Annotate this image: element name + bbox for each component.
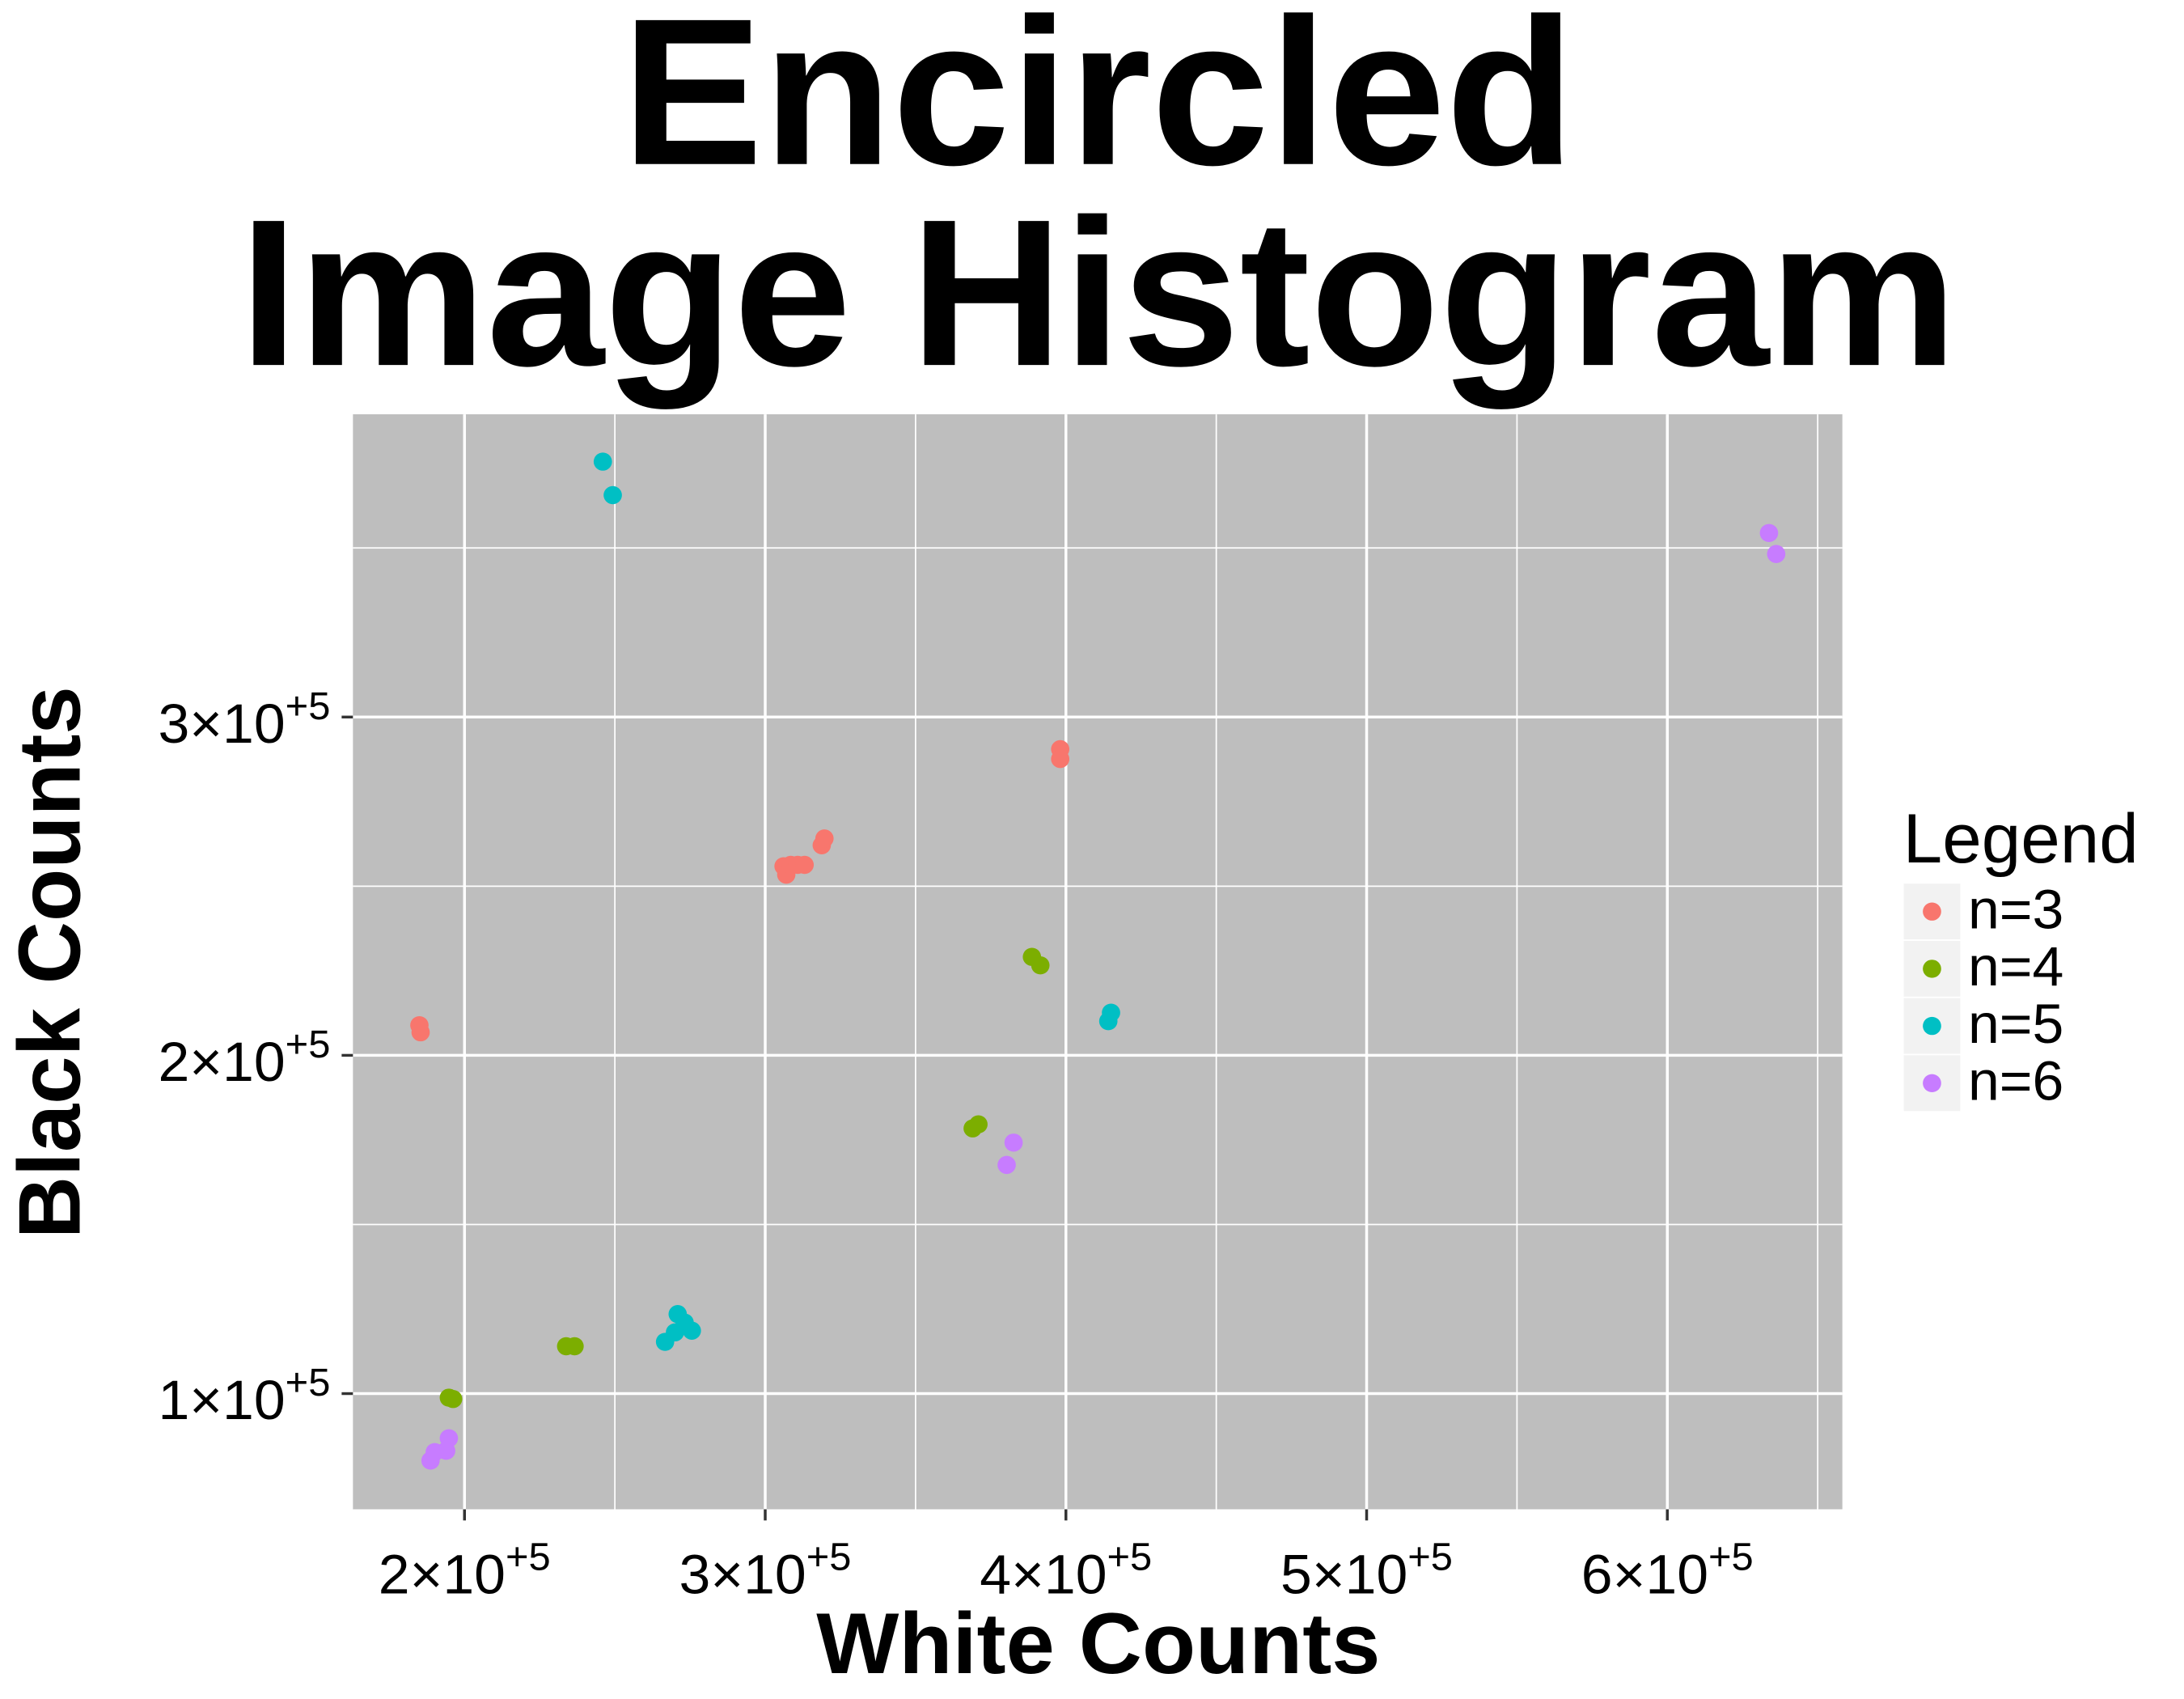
data-point [795, 855, 815, 875]
data-point [1102, 1003, 1120, 1022]
data-point [1767, 544, 1786, 563]
plot-background [353, 414, 1843, 1510]
x-tick-label: 3×10+5 [679, 1536, 852, 1606]
data-point [411, 1023, 430, 1042]
legend-marker [1923, 1016, 1941, 1036]
x-tick-label: 4×10+5 [980, 1536, 1152, 1606]
legend-label: n=5 [1968, 992, 2063, 1055]
data-point [1051, 749, 1070, 769]
x-tick-label: 2×10+5 [379, 1536, 551, 1606]
data-point [1004, 1133, 1023, 1152]
y-tick-label: 1×10+5 [158, 1361, 330, 1431]
data-point [439, 1429, 459, 1447]
legend-label: n=3 [1968, 878, 2063, 941]
data-point [682, 1321, 701, 1340]
chart-title: Encircled [622, 0, 1576, 209]
data-point [593, 452, 612, 471]
legend-marker [1923, 902, 1941, 921]
x-tick-label: 6×10+5 [1581, 1536, 1754, 1606]
legend-title: Legend [1903, 799, 2139, 877]
y-axis-title: Black Counts [1, 686, 99, 1239]
data-point [969, 1115, 988, 1133]
data-point [997, 1155, 1016, 1175]
data-point [565, 1337, 584, 1356]
x-tick-label: 5×10+5 [1280, 1536, 1453, 1606]
data-point [1759, 523, 1779, 543]
y-tick-label: 3×10+5 [158, 684, 330, 755]
data-point [443, 1390, 463, 1409]
chart-title: Image Histogram [239, 176, 1958, 411]
legend-marker [1923, 960, 1941, 978]
data-point [815, 829, 834, 848]
data-point [603, 485, 622, 505]
legend-label: n=4 [1968, 935, 2063, 998]
x-axis-title: White Counts [816, 1595, 1380, 1691]
legend-label: n=6 [1968, 1049, 2063, 1112]
legend-marker [1923, 1074, 1941, 1092]
y-tick-label: 2×10+5 [158, 1023, 330, 1093]
data-point [1031, 955, 1050, 975]
